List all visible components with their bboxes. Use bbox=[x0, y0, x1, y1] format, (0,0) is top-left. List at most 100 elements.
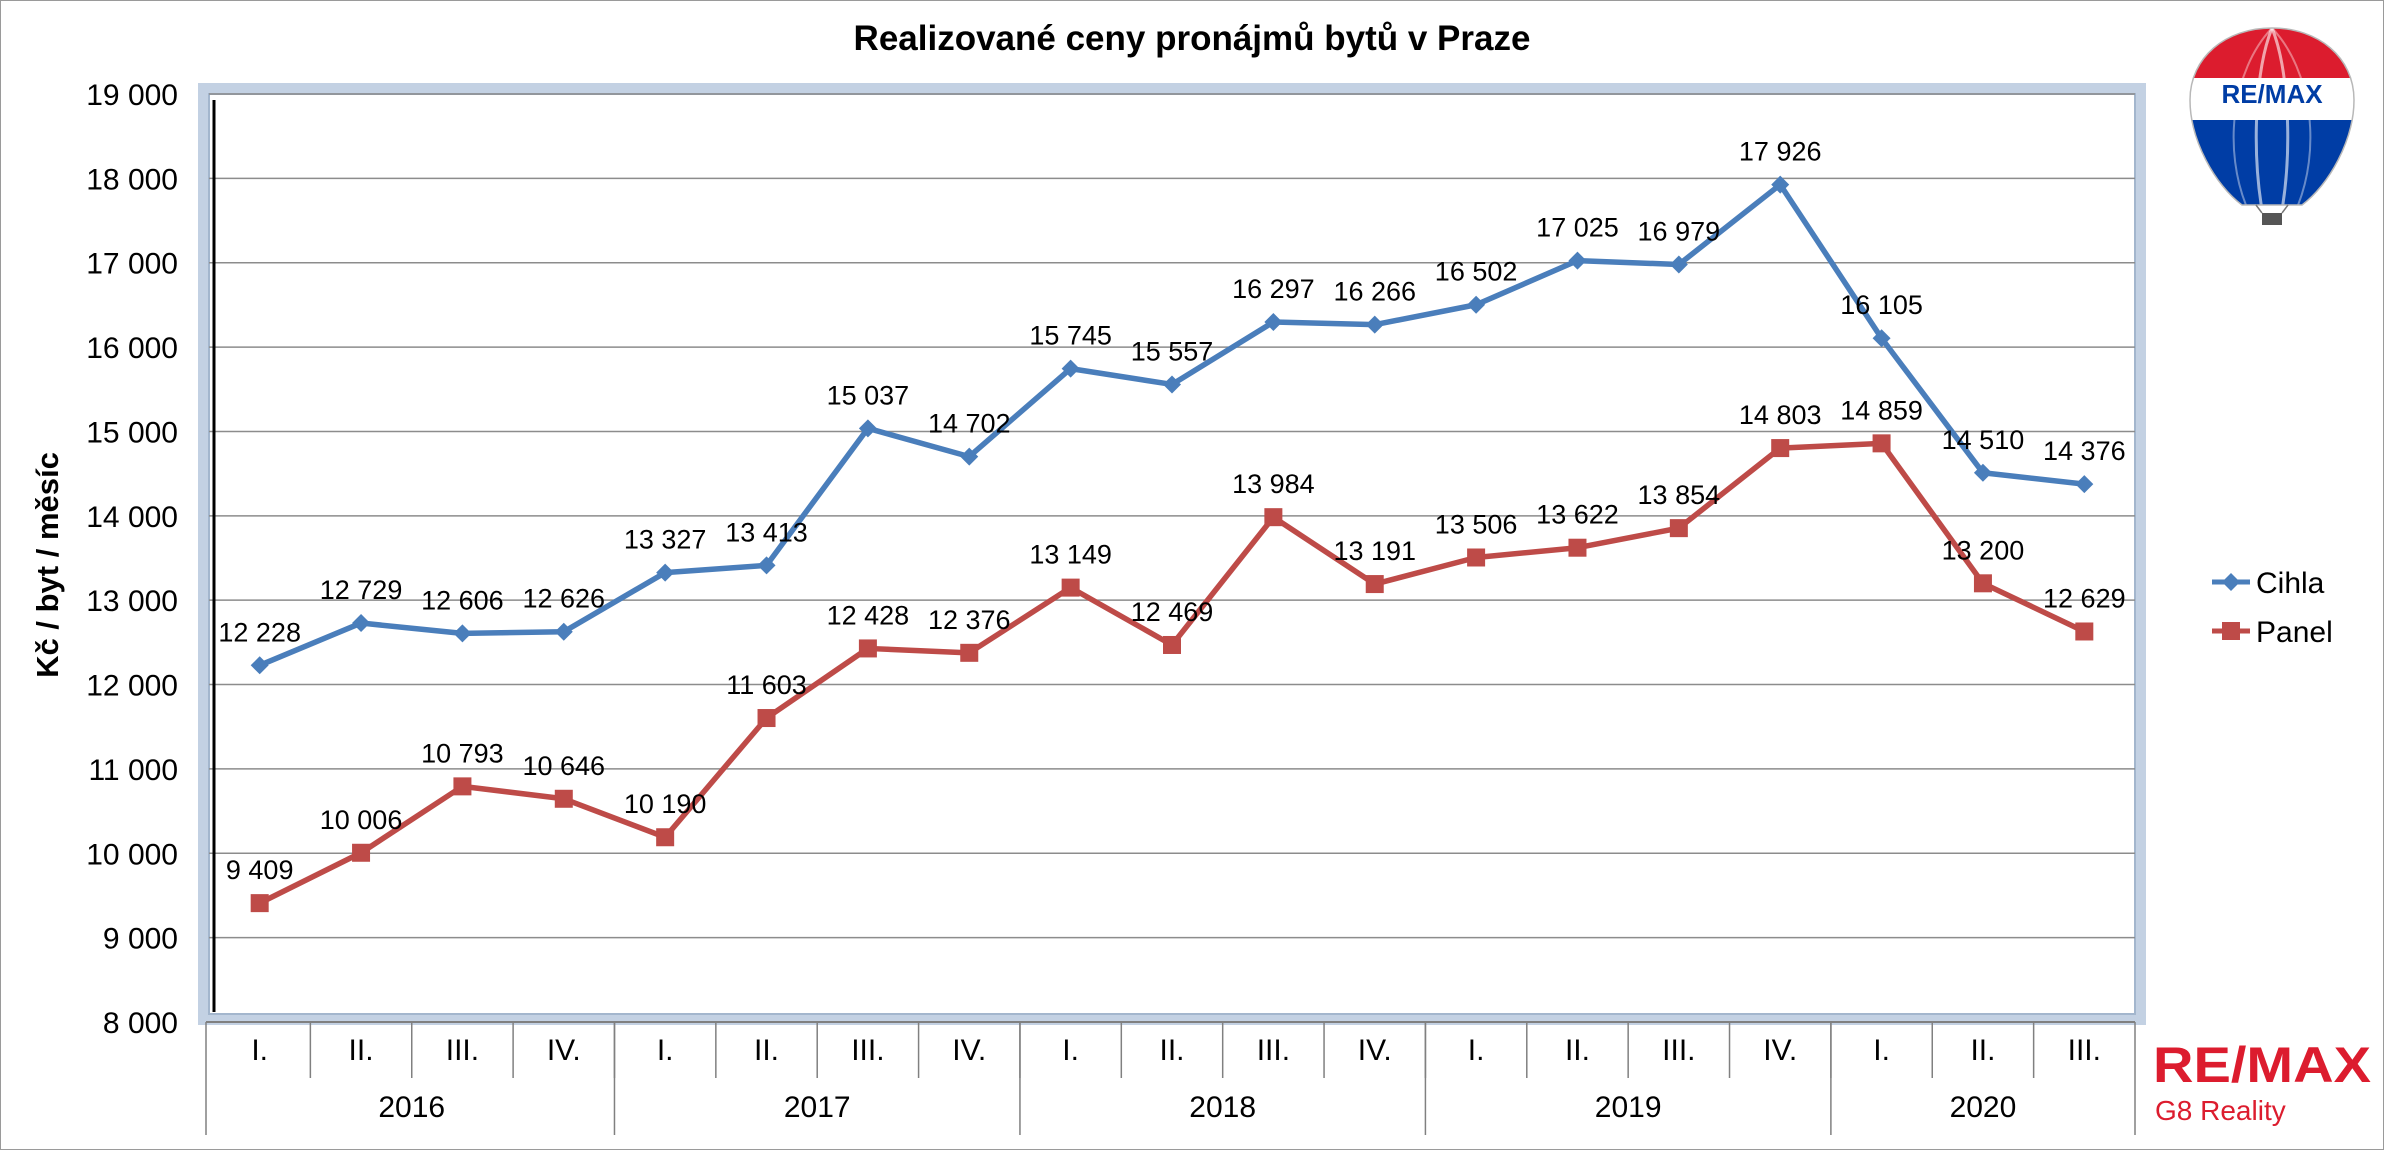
data-label-panel: 9 409 bbox=[226, 855, 294, 885]
data-point-cihla bbox=[250, 656, 269, 675]
data-label-cihla: 15 557 bbox=[1131, 336, 1214, 366]
data-point-panel bbox=[960, 643, 979, 662]
data-label-cihla: 15 037 bbox=[827, 380, 910, 410]
data-point-panel bbox=[1872, 434, 1891, 453]
data-label-cihla: 13 327 bbox=[624, 525, 707, 555]
data-point-cihla bbox=[1872, 329, 1891, 348]
y-tick-label: 13 000 bbox=[86, 585, 178, 618]
data-label-cihla: 16 105 bbox=[1840, 290, 1923, 320]
remax-wordmark: RE/MAX bbox=[2153, 1037, 2371, 1093]
data-label-panel: 14 803 bbox=[1739, 400, 1822, 430]
company-name: G8 Reality bbox=[2155, 1095, 2286, 1126]
x-tick-label: II. bbox=[1970, 1034, 1995, 1067]
legend-marker-panel bbox=[2222, 622, 2240, 640]
data-label-panel: 10 646 bbox=[522, 751, 605, 781]
y-tick-label: 16 000 bbox=[86, 332, 178, 365]
x-tick-label: IV. bbox=[952, 1034, 986, 1067]
data-label-panel: 10 190 bbox=[624, 789, 707, 819]
x-tick-label: II. bbox=[1565, 1034, 1590, 1067]
data-label-panel: 10 006 bbox=[320, 805, 403, 835]
data-point-panel bbox=[554, 789, 573, 808]
data-point-cihla bbox=[1771, 175, 1790, 194]
data-point-cihla bbox=[960, 447, 979, 466]
data-label-cihla: 13 413 bbox=[725, 517, 808, 547]
data-label-panel: 12 469 bbox=[1131, 597, 1214, 627]
x-year-label: 2020 bbox=[1950, 1091, 2017, 1124]
y-tick-label: 19 000 bbox=[86, 79, 178, 112]
data-labels: 12 228 12 729 12 606 12 626 13 327 13 413 15 0… bbox=[218, 137, 2125, 886]
series-layer bbox=[250, 175, 2094, 913]
data-point-panel bbox=[352, 843, 371, 862]
y-tick-label: 11 000 bbox=[88, 754, 178, 787]
x-axis: I. II. III. IV. I. II. III. IV. I. II. III. IV. I. II… bbox=[205, 1021, 2136, 1135]
y-tick-label: 10 000 bbox=[86, 838, 178, 871]
data-label-panel: 12 428 bbox=[827, 600, 910, 630]
data-point-panel bbox=[1264, 508, 1283, 527]
gridlines bbox=[209, 93, 2135, 1012]
data-label-panel: 12 376 bbox=[928, 605, 1011, 635]
x-tick-label: IV. bbox=[1763, 1034, 1797, 1067]
x-tick-label: III. bbox=[446, 1034, 479, 1067]
y-tick-label: 12 000 bbox=[86, 670, 178, 703]
data-label-panel: 13 506 bbox=[1435, 509, 1518, 539]
data-label-panel: 13 149 bbox=[1029, 540, 1112, 570]
y-tick-label: 8 000 bbox=[103, 1007, 178, 1040]
legend-label-panel: Panel bbox=[2256, 616, 2333, 649]
x-tick-label: II. bbox=[349, 1034, 374, 1067]
x-tick-label: IV. bbox=[1358, 1034, 1392, 1067]
data-label-cihla: 14 702 bbox=[928, 409, 1011, 439]
data-label-cihla: 14 376 bbox=[2043, 436, 2126, 466]
data-point-cihla bbox=[1467, 295, 1486, 314]
y-tick-label: 18 000 bbox=[86, 163, 178, 196]
x-tick-label: I. bbox=[1062, 1034, 1079, 1067]
data-label-cihla: 16 266 bbox=[1333, 277, 1416, 307]
data-point-cihla bbox=[656, 563, 675, 582]
y-tick-label: 17 000 bbox=[86, 248, 178, 281]
data-point-cihla bbox=[1365, 315, 1384, 334]
data-label-panel: 12 629 bbox=[2043, 583, 2126, 613]
remax-balloon-logo: RE/MAX bbox=[2189, 27, 2355, 225]
data-label-cihla: 17 025 bbox=[1536, 213, 1619, 243]
y-tick-label: 14 000 bbox=[86, 501, 178, 534]
legend: Cihla Panel bbox=[2212, 567, 2333, 649]
x-tick-label: II. bbox=[1159, 1034, 1184, 1067]
data-label-panel: 11 603 bbox=[726, 670, 807, 700]
data-point-panel bbox=[1365, 575, 1384, 594]
data-point-panel bbox=[1163, 635, 1181, 654]
legend-marker-cihla bbox=[2222, 573, 2240, 591]
data-point-panel bbox=[1973, 574, 1992, 593]
data-label-cihla: 12 228 bbox=[218, 617, 301, 647]
y-tick-label: 9 000 bbox=[103, 923, 178, 956]
data-label-cihla: 16 502 bbox=[1435, 257, 1518, 287]
data-point-cihla bbox=[1973, 463, 1992, 482]
data-point-panel bbox=[656, 828, 675, 847]
data-label-panel: 13 984 bbox=[1232, 469, 1315, 499]
data-label-cihla: 16 297 bbox=[1232, 274, 1315, 304]
data-point-panel bbox=[2075, 622, 2094, 641]
x-tick-label: I. bbox=[251, 1034, 268, 1067]
data-point-cihla bbox=[554, 622, 573, 641]
data-point-panel bbox=[453, 777, 472, 796]
x-tick-label: I. bbox=[657, 1034, 674, 1067]
data-label-cihla: 15 745 bbox=[1029, 321, 1112, 351]
data-point-cihla bbox=[1061, 359, 1080, 378]
x-tick-label: I. bbox=[1873, 1034, 1890, 1067]
data-point-panel bbox=[757, 709, 776, 728]
data-point-panel bbox=[1771, 439, 1790, 458]
data-point-panel bbox=[1669, 519, 1688, 538]
x-tick-label: III. bbox=[1257, 1034, 1290, 1067]
data-point-panel bbox=[250, 894, 269, 913]
plot-area-border bbox=[198, 83, 2146, 1025]
data-label-panel: 13 622 bbox=[1536, 500, 1619, 530]
data-point-cihla bbox=[1264, 313, 1283, 332]
y-tick-label: 15 000 bbox=[86, 416, 178, 449]
data-label-cihla: 12 606 bbox=[421, 585, 504, 615]
data-label-panel: 14 859 bbox=[1840, 395, 1923, 425]
x-year-label: 2017 bbox=[784, 1091, 851, 1124]
data-point-cihla bbox=[1669, 255, 1688, 274]
data-label-cihla: 12 626 bbox=[522, 584, 605, 614]
data-point-panel bbox=[1061, 578, 1080, 597]
y-axis-ticks: 8 000 9 000 10 000 11 000 12 000 13 000 14 000… bbox=[86, 79, 178, 1040]
data-label-panel: 13 200 bbox=[1942, 535, 2025, 565]
x-tick-label: IV. bbox=[547, 1034, 581, 1067]
